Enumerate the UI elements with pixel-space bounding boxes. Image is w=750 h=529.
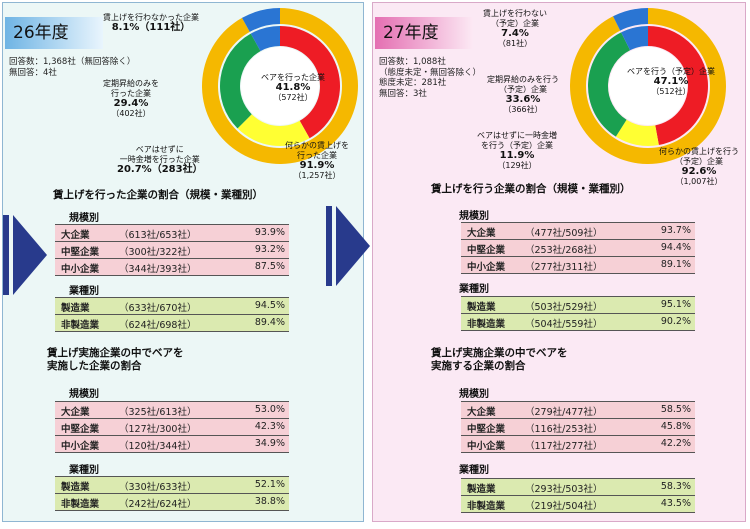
- ratio-industry-table: 製造業 （503社/529社） 95.1% 非製造業 （504社/559社） 90.2%: [461, 296, 695, 331]
- table-row: 製造業 （633社/670社） 94.5%: [55, 298, 289, 315]
- year-label: 27年度: [375, 17, 473, 49]
- respondents-line: 回答数：1,088社: [379, 57, 446, 67]
- respondents-line: 無回答：3社: [379, 88, 427, 99]
- table-row: 中小企業 （117社/277社） 42.2%: [461, 436, 695, 453]
- panel-fy27: 27年度 回答数：1,088社 （態度未定・無回答除く） 態度未定：281社 無…: [372, 2, 746, 522]
- arrow-right-icon: [3, 215, 47, 295]
- label-regular-only: 定期昇給のみを行う （予定）企業 33.6% （366社）: [487, 75, 559, 114]
- outer-ring-slice: [241, 8, 280, 32]
- inner-ring-slice: [615, 119, 659, 146]
- inner-ring-slice: [588, 32, 631, 137]
- table-row: 大企業 （325社/613社） 53.0%: [55, 402, 289, 419]
- base-industry-table: 製造業 （330社/633社） 52.1% 非製造業 （242社/624社） 38.8%: [55, 476, 289, 511]
- panel-fy26: 26年度 回答数：1,368社（無回答除く） 無回答：4社 賃上げを行わなかった…: [2, 2, 364, 522]
- industry-subtitle: 業種別: [69, 286, 99, 297]
- table-row: 製造業 （330社/633社） 52.1%: [55, 477, 289, 494]
- scale-subtitle: 規模別: [459, 211, 489, 222]
- respondents-note: 回答数：1,368社（無回答除く） 無回答：4社: [9, 57, 135, 78]
- base-section-title: 賃上げ実施企業の中でベアを 実施した企業の割合: [47, 347, 184, 372]
- table-row: 非製造業 （219社/504社） 43.5%: [461, 496, 695, 513]
- donut-chart: [202, 8, 358, 164]
- scale-subtitle: 規模別: [69, 389, 99, 400]
- table-row: 非製造業 （504社/559社） 90.2%: [461, 314, 695, 331]
- table-row: 中小企業 （344社/393社） 87.5%: [55, 259, 289, 276]
- respondents-note: 回答数：1,088社 （態度未定・無回答除く） 態度未定：281社 無回答：3社: [379, 57, 481, 99]
- inner-ring-slice: [621, 26, 648, 51]
- respondents-line: 回答数：1,368社（無回答除く）: [9, 57, 136, 67]
- label-no-raise: 賃上げを行わなかった企業 8.1%（111社）: [103, 13, 199, 33]
- inner-ring-slice: [250, 26, 280, 52]
- outer-ring-slice: [613, 8, 648, 31]
- respondents-line: 無回答：4社: [9, 67, 57, 78]
- table-row: 中小企業 （120社/344社） 34.9%: [55, 436, 289, 453]
- inner-ring-slice: [280, 26, 340, 139]
- ratio-industry-table: 製造業 （633社/670社） 94.5% 非製造業 （624社/698社） 89.4%: [55, 297, 289, 332]
- table-row: 中堅企業 （300社/322社） 93.2%: [55, 242, 289, 259]
- inner-ring-slice: [220, 33, 261, 129]
- arrow-right-icon: [326, 206, 370, 286]
- inner-ring-slice: [237, 114, 310, 146]
- respondents-line: （態度未定・無回答除く）: [379, 67, 482, 78]
- year-label: 26年度: [5, 17, 103, 49]
- table-row: 大企業 （279社/477社） 58.5%: [461, 402, 695, 419]
- base-scale-table: 大企業 （279社/477社） 58.5% 中堅企業 （116社/253社） 45.8%…: [461, 401, 695, 453]
- label-any-raise: 何らかの賃上げを 行った企業 91.9% （1,257社）: [285, 141, 349, 180]
- table-row: 製造業 （293社/503社） 58.3%: [461, 479, 695, 496]
- inner-ring-slice: [648, 26, 708, 146]
- respondents-line: 態度未定：281社: [379, 78, 447, 88]
- ratio-section-title: 賃上げを行う企業の割合（規模・業種別）: [431, 183, 631, 195]
- base-scale-table: 大企業 （325社/613社） 53.0% 中堅企業 （127社/300社） 42.3%…: [55, 401, 289, 453]
- table-row: 大企業 （613社/653社） 93.9%: [55, 225, 289, 242]
- ratio-section-title: 賃上げを行った企業の割合（規模・業種別）: [53, 189, 263, 201]
- base-industry-table: 製造業 （293社/503社） 58.3% 非製造業 （219社/504社） 43.5%: [461, 478, 695, 513]
- label-regular-only: 定期昇給のみを 行った企業 29.4% （402社）: [103, 79, 159, 118]
- label-base-up: ベアを行った企業 41.8% （572社）: [261, 73, 325, 102]
- ratio-scale-table: 大企業 （613社/653社） 93.9% 中堅企業 （300社/322社） 93.2%…: [55, 224, 289, 276]
- ratio-scale-table: 大企業 （477社/509社） 93.7% 中堅企業 （253社/268社） 94.4%…: [461, 222, 695, 274]
- donut-hole: [241, 47, 319, 125]
- label-no-raise: 賃上げを行わない （予定）企業 7.4% （81社）: [483, 9, 547, 48]
- table-row: 中堅企業 （253社/268社） 94.4%: [461, 240, 695, 257]
- donut-hole: [609, 47, 687, 125]
- table-row: 中堅企業 （127社/300社） 42.3%: [55, 419, 289, 436]
- label-any-raise: 何らかの賃上げを行う （予定）企業 92.6% （1,007社）: [659, 147, 739, 186]
- scale-subtitle: 規模別: [69, 213, 99, 224]
- industry-subtitle: 業種別: [69, 465, 99, 476]
- table-row: 大企業 （477社/509社） 93.7%: [461, 223, 695, 240]
- label-base-up: ベアを行う（予定）企業 47.1% （512社）: [627, 67, 715, 96]
- label-bonus: ベアはせずに一時金増 を行う（予定）企業 11.9% （129社）: [477, 131, 557, 170]
- industry-subtitle: 業種別: [459, 284, 489, 295]
- table-row: 非製造業 （242社/624社） 38.8%: [55, 494, 289, 511]
- donut-chart: [570, 8, 726, 164]
- industry-subtitle: 業種別: [459, 465, 489, 476]
- table-row: 非製造業 （624社/698社） 89.4%: [55, 315, 289, 332]
- table-row: 中堅企業 （116社/253社） 45.8%: [461, 419, 695, 436]
- table-row: 製造業 （503社/529社） 95.1%: [461, 297, 695, 314]
- scale-subtitle: 規模別: [459, 389, 489, 400]
- base-section-title: 賃上げ実施企業の中でベアを 実施する企業の割合: [431, 347, 568, 372]
- label-bonus: ベアはせずに 一時金増を行った企業 20.7%（283社）: [117, 145, 203, 175]
- table-row: 中小企業 （277社/311社） 89.1%: [461, 257, 695, 274]
